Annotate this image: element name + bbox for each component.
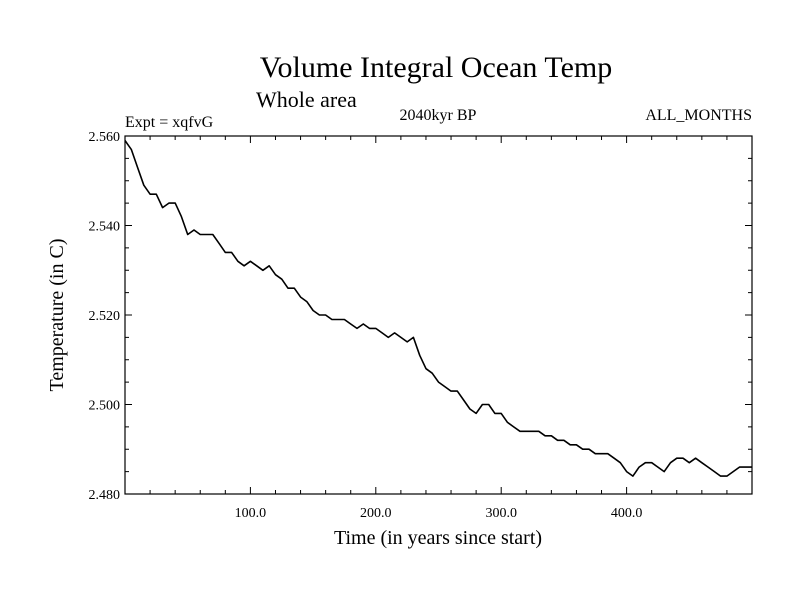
series-layer (124, 140, 752, 477)
x-tick-label: 100.0 (235, 506, 267, 521)
x-axis-label: Time (in years since start) (334, 527, 542, 549)
y-axis-ticks: 2.480 2.500 2.520 2.540 2.560 (89, 130, 752, 503)
y-axis-label: Temperature (in C) (46, 239, 68, 392)
experiment-label: Expt = xqfvG (125, 114, 214, 131)
x-tick-label: 300.0 (485, 506, 517, 521)
y-tick-label: 2.520 (89, 309, 121, 324)
y-tick-label: 2.560 (89, 130, 121, 145)
chart-title: Volume Integral Ocean Temp (260, 51, 613, 84)
y-tick-label: 2.540 (89, 220, 121, 235)
plot-frame (124, 135, 753, 495)
series-line (124, 140, 752, 477)
y-tick-label: 2.500 (89, 399, 121, 414)
period-label: 2040kyr BP (400, 107, 477, 124)
x-axis-ticks: 100.0 200.0 300.0 400.0 (149, 136, 728, 521)
chart-subtitle: Whole area (256, 87, 357, 112)
y-tick-label: 2.480 (89, 488, 121, 503)
months-label: ALL_MONTHS (645, 107, 752, 124)
x-tick-label: 200.0 (360, 506, 392, 521)
x-tick-label: 400.0 (611, 506, 643, 521)
